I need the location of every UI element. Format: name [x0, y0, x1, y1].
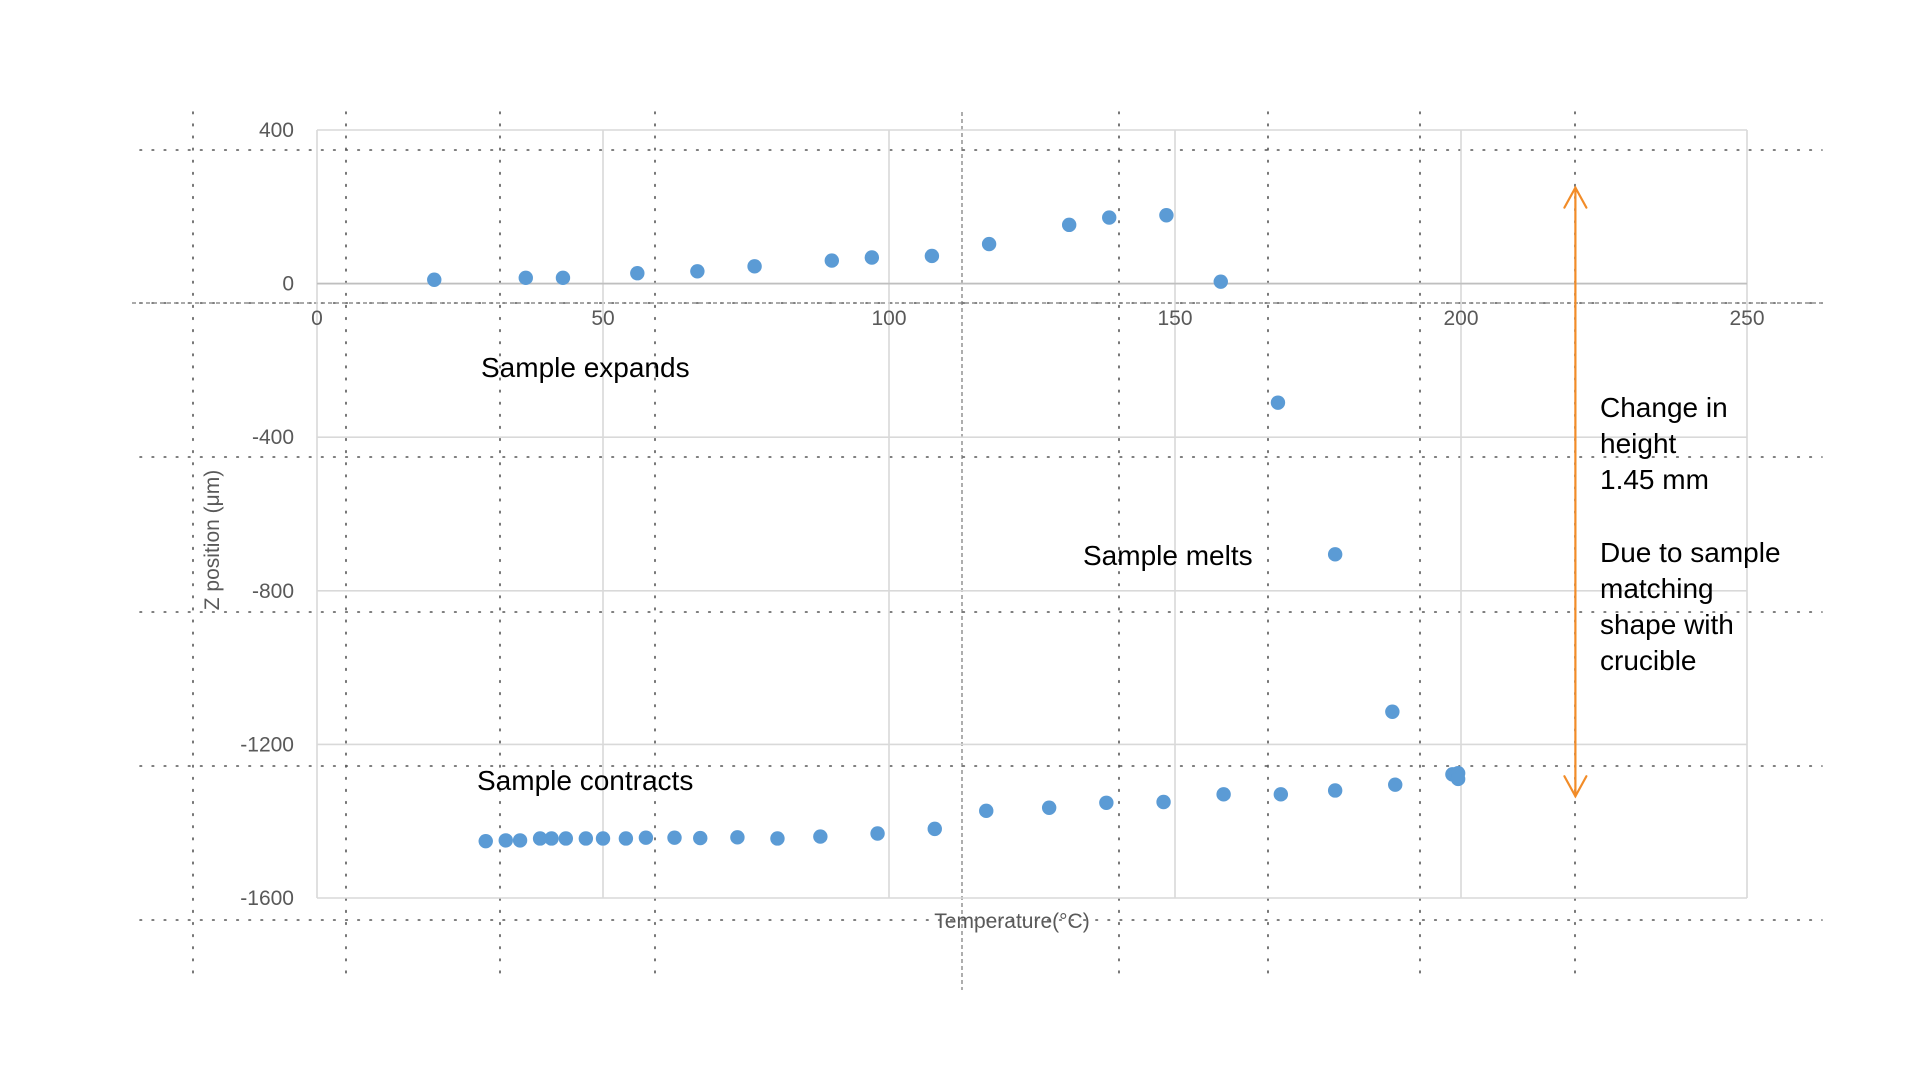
annotation-sample-expands: Sample expands: [481, 352, 690, 383]
data-point: [1388, 777, 1403, 792]
data-point: [558, 831, 574, 846]
data-point: [813, 829, 828, 844]
arrow-head-bottom: [1563, 775, 1588, 799]
data-point: [512, 833, 528, 848]
data-point: [1450, 771, 1466, 787]
x-tick-label: 250: [1729, 307, 1764, 330]
tick-labels: 0 50 100 150 200 250 400 0 -400 -800 -1200 -1600: [240, 119, 1764, 910]
data-point: [1216, 787, 1231, 802]
annotation-line: crucible: [1600, 645, 1696, 676]
data-point: [981, 236, 997, 252]
annotation-line: matching: [1600, 573, 1714, 604]
annotation-line: shape with: [1600, 609, 1734, 640]
annotation-sample-contracts: Sample contracts: [477, 765, 693, 796]
data-point: [630, 266, 645, 281]
background-dotted-guides: [132, 111, 1825, 990]
annotation-line: Change in: [1600, 392, 1728, 423]
y-tick-label: -800: [252, 580, 294, 603]
arrow-head-top: [1563, 185, 1588, 209]
data-point: [824, 253, 839, 268]
x-tick-label: 50: [591, 307, 614, 330]
data-point: [870, 826, 885, 841]
y-tick-label: 400: [259, 119, 294, 142]
x-axis-title: Temperature(°C): [934, 910, 1089, 933]
data-point: [1385, 704, 1400, 719]
data-point: [498, 833, 513, 848]
data-point: [478, 833, 493, 849]
data-point: [427, 272, 442, 287]
data-point: [1102, 210, 1117, 225]
data-point: [595, 831, 611, 846]
annotation-line: 1.45 mm: [1600, 464, 1709, 495]
data-point: [518, 270, 533, 286]
x-tick-label: 200: [1443, 307, 1478, 330]
data-point: [1327, 783, 1343, 798]
data-point: [1327, 547, 1343, 562]
data-point: [544, 831, 559, 846]
data-points: [427, 208, 1466, 849]
data-point: [924, 248, 940, 264]
y-tick-label: -1200: [240, 733, 294, 756]
data-point: [927, 821, 942, 837]
data-point: [1061, 217, 1077, 233]
annotation-change-in-height: Change in height 1.45 mm: [1600, 392, 1735, 495]
annotation-reason: Due to sample matching shape with crucib…: [1600, 537, 1788, 676]
x-tick-label: 0: [311, 307, 323, 330]
data-point: [555, 270, 571, 286]
annotation-line: height: [1600, 428, 1677, 459]
data-point: [1156, 794, 1171, 810]
data-point: [979, 803, 994, 819]
data-point: [1099, 795, 1114, 810]
data-point: [1041, 800, 1057, 815]
data-point: [578, 831, 594, 846]
data-point: [730, 830, 745, 845]
data-point: [1273, 787, 1289, 802]
data-point: [693, 830, 708, 846]
annotation-line: Due to sample: [1600, 537, 1781, 568]
y-tick-label: 0: [282, 273, 294, 296]
data-point: [618, 831, 634, 846]
y-tick-label: -1600: [240, 887, 294, 910]
y-tick-label: -400: [252, 426, 294, 449]
data-point: [770, 831, 785, 846]
y-axis-title: Z position (μm): [201, 470, 224, 610]
data-point: [532, 831, 548, 846]
x-tick-label: 100: [871, 307, 906, 330]
annotation-sample-melts: Sample melts: [1083, 540, 1253, 571]
data-point: [1213, 274, 1228, 289]
data-point: [747, 259, 762, 274]
height-change-arrow: [1563, 185, 1588, 799]
x-tick-label: 150: [1157, 307, 1192, 330]
data-point: [667, 830, 682, 845]
data-point: [638, 830, 654, 845]
data-point: [864, 250, 880, 265]
data-point: [690, 264, 705, 279]
data-point: [1159, 208, 1174, 223]
data-point: [1270, 395, 1286, 410]
